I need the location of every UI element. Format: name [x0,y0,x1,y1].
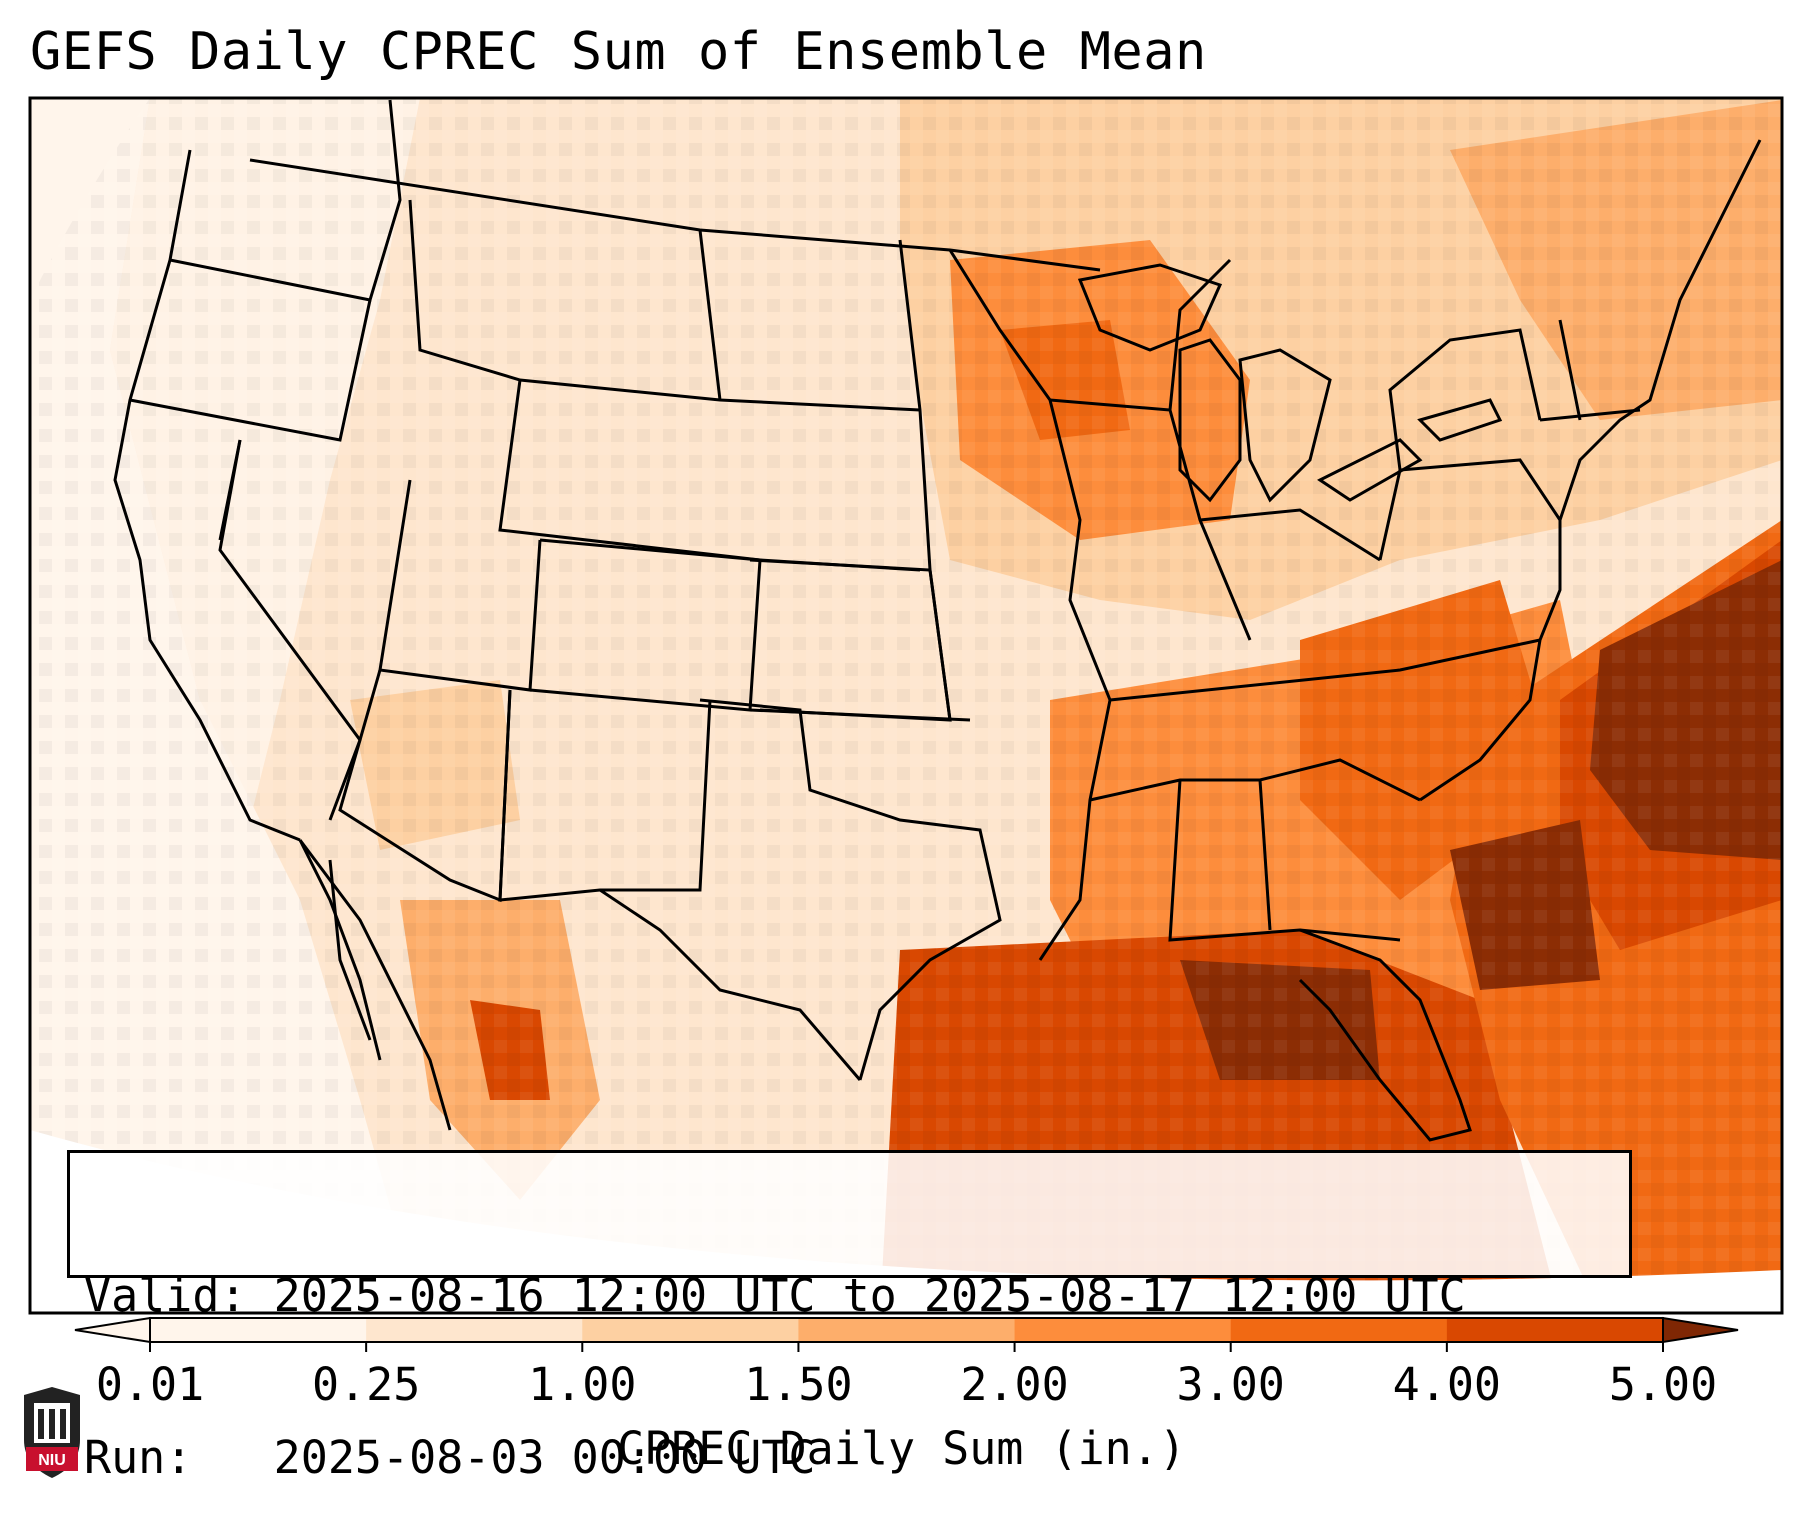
colorbar-segment [150,1318,367,1342]
state-boundaries [113,99,1762,1142]
niu-logo: NIU [24,1387,80,1478]
colorbar-tick-label: 0.01 [95,1358,205,1411]
run-label: Run: [84,1431,193,1484]
colorbar-label: CPREC Daily Sum (in.) [617,1422,1186,1475]
colorbar-tick-label: 4.00 [1392,1358,1502,1411]
colorbar-segment [1230,1318,1448,1342]
colorbar-segment [582,1318,799,1342]
valid-line: Valid: 2025-08-16 12:00 UTC to 2025-08-1… [84,1269,1615,1323]
colorbar-segment [1014,1318,1232,1342]
colorbar-tick-label: 1.00 [528,1358,637,1411]
colorbar-tick-label: 2.00 [960,1358,1069,1411]
precipitation-map [28,96,1784,1352]
colorbar-tick-label: 1.50 [744,1358,853,1411]
info-box: Valid: 2025-08-16 12:00 UTC to 2025-08-1… [67,1150,1632,1484]
colorbar-segment [798,1318,1016,1342]
run-line: Run: 2025-08-03 00:00 UTC [84,1431,1615,1485]
map-title: GEFS Daily CPREC Sum of Ensemble Mean [30,22,1207,82]
run-time: 2025-08-03 00:00 UTC [273,1431,816,1484]
colorbar-tick-label: 3.00 [1176,1358,1285,1411]
map-frame [28,96,1784,1315]
colorbar-frame [149,1317,1664,1343]
precip-field [30,98,1782,1313]
colorbar-tick-label: 5.00 [1608,1358,1718,1411]
colorbar-tick-label: 0.25 [311,1358,421,1411]
valid-label: Valid: [84,1269,247,1322]
colorbar-segment [366,1318,583,1342]
valid-time: 2025-08-16 12:00 UTC to 2025-08-17 12:00… [273,1269,1466,1322]
colorbar-segment [1446,1318,1664,1342]
colorbar-over-extend [1662,1316,1739,1344]
colorbar [74,1316,1739,1352]
logo-text: NIU [38,1452,66,1469]
